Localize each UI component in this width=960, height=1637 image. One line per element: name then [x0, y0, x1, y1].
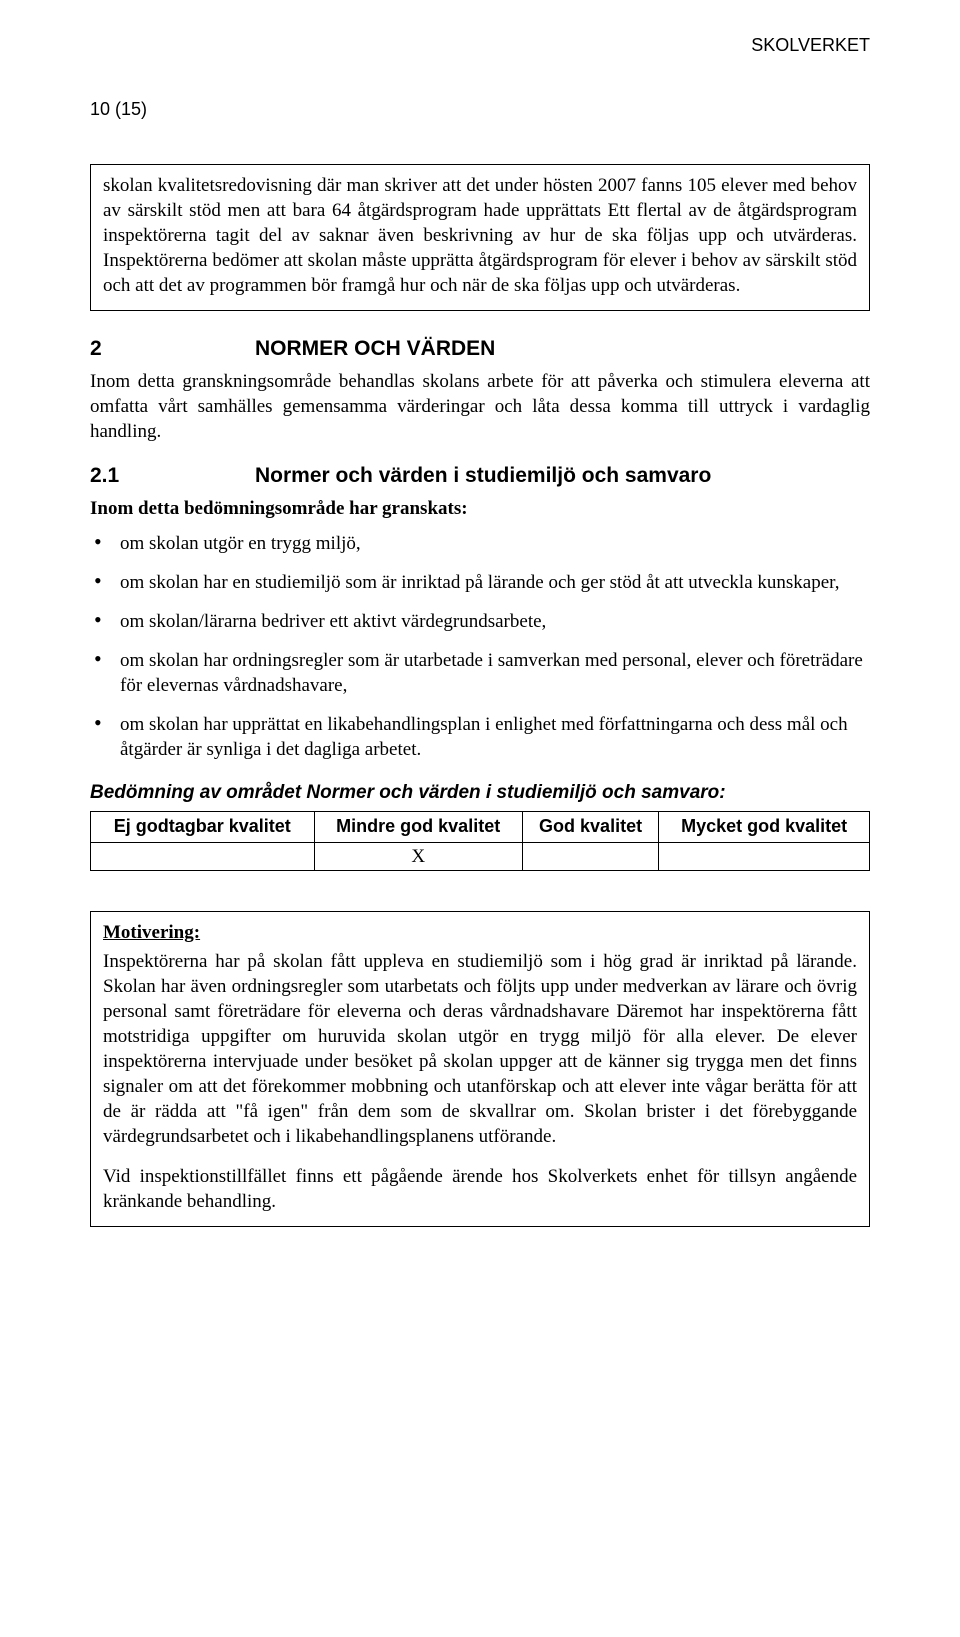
col-header: Mindre god kvalitet	[314, 812, 522, 843]
subsection-number: 2.1	[90, 462, 255, 490]
list-item: om skolan har upprättat en likabehandlin…	[90, 712, 870, 762]
list-heading: Inom detta bedömningsområde har granskat…	[90, 496, 870, 521]
list-item: om skolan utgör en trygg miljö,	[90, 531, 870, 556]
section-title: NORMER OCH VÄRDEN	[255, 335, 495, 363]
table-mark-row: X	[91, 842, 870, 870]
rating-cell-0	[91, 842, 315, 870]
motivation-p2: Vid inspektionstillfället finns ett pågå…	[103, 1164, 857, 1214]
summary-box-1: skolan kvalitetsredovisning där man skri…	[90, 164, 870, 311]
motivation-p1: Inspektörerna har på skolan fått uppleva…	[103, 949, 857, 1150]
subsection-title: Normer och värden i studiemiljö och samv…	[255, 462, 711, 490]
criteria-list: om skolan utgör en trygg miljö, om skola…	[90, 531, 870, 763]
table-header-row: Ej godtagbar kvalitet Mindre god kvalite…	[91, 812, 870, 843]
assessment-title: Bedömning av området Normer och värden i…	[90, 780, 870, 805]
section-number: 2	[90, 335, 255, 363]
section-2-intro: Inom detta granskningsområde behandlas s…	[90, 369, 870, 444]
motivation-box: Motivering: Inspektörerna har på skolan …	[90, 911, 870, 1227]
rating-cell-3	[659, 842, 870, 870]
col-header: Ej godtagbar kvalitet	[91, 812, 315, 843]
col-header: Mycket god kvalitet	[659, 812, 870, 843]
section-2-heading: 2 NORMER OCH VÄRDEN	[90, 335, 870, 363]
section-21-heading: 2.1 Normer och värden i studiemiljö och …	[90, 462, 870, 490]
motivation-label: Motivering:	[103, 920, 857, 945]
page-number: 10 (15)	[90, 98, 870, 122]
rating-table: Ej godtagbar kvalitet Mindre god kvalite…	[90, 811, 870, 871]
list-item: om skolan har en studiemiljö som är inri…	[90, 570, 870, 595]
list-item: om skolan/lärarna bedriver ett aktivt vä…	[90, 609, 870, 634]
list-item: om skolan har ordningsregler som är utar…	[90, 648, 870, 698]
summary-text: skolan kvalitetsredovisning där man skri…	[103, 173, 857, 298]
rating-cell-2	[522, 842, 659, 870]
rating-cell-1: X	[314, 842, 522, 870]
header-org: SKOLVERKET	[90, 34, 870, 58]
col-header: God kvalitet	[522, 812, 659, 843]
